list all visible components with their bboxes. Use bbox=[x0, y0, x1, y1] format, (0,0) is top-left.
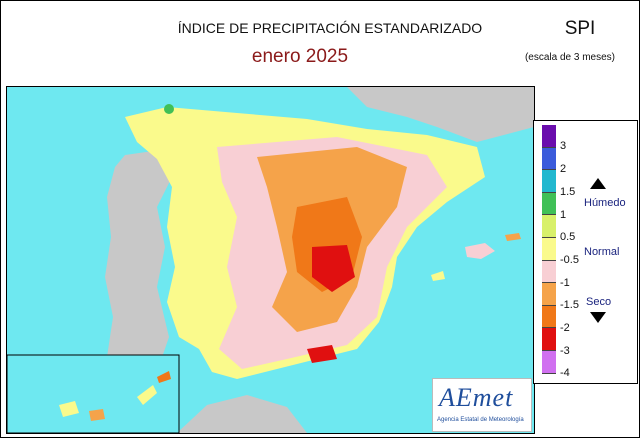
red-zone-south bbox=[307, 345, 337, 363]
dry-label: Seco bbox=[586, 296, 612, 308]
legend-label: 3 bbox=[560, 140, 567, 152]
red-zone bbox=[312, 245, 355, 292]
legend-swatch bbox=[542, 305, 556, 329]
logo-name: AEmet bbox=[439, 383, 514, 412]
legend-colorbar bbox=[542, 125, 556, 374]
legend-label: 1 bbox=[560, 209, 567, 221]
legend-swatch bbox=[542, 192, 556, 216]
legend-label: 0.5 bbox=[560, 231, 576, 243]
legend: 3 2 1.5 1 0.5 -0.5 -1 -1.5 -2 -3 -4 Húme… bbox=[533, 120, 638, 384]
legend-swatch bbox=[542, 125, 556, 148]
normal-label: Normal bbox=[584, 246, 620, 258]
canary-lanzarote bbox=[157, 371, 171, 383]
aemet-logo: AEmet Agencia Estatal de Meteorología bbox=[432, 378, 532, 432]
portugal-area bbox=[105, 149, 172, 377]
africa-area bbox=[177, 395, 307, 433]
legend-swatch bbox=[542, 350, 556, 374]
canary-tenerife bbox=[59, 401, 79, 417]
legend-swatch bbox=[542, 328, 556, 351]
legend-swatch bbox=[542, 215, 556, 238]
mallorca bbox=[465, 243, 495, 259]
legend-label: -3 bbox=[560, 345, 570, 357]
legend-label: -0.5 bbox=[560, 254, 579, 266]
map-title: ÍNDICE DE PRECIPITACIÓN ESTANDARIZADO bbox=[177, 20, 483, 36]
legend-swatch bbox=[542, 147, 556, 171]
wet-arrow-icon bbox=[590, 178, 606, 189]
legend-swatch bbox=[542, 237, 556, 261]
legend-label: -2 bbox=[560, 322, 570, 334]
wet-label: Húmedo bbox=[584, 197, 626, 209]
wet-spot bbox=[164, 104, 174, 114]
menorca bbox=[505, 233, 521, 241]
period-label: enero 2025 bbox=[251, 46, 349, 67]
legend-swatch bbox=[542, 170, 556, 193]
dry-arrow-icon bbox=[590, 312, 606, 323]
spi-map-svg bbox=[7, 87, 534, 433]
canary-gran-canaria bbox=[89, 409, 105, 421]
spi-map bbox=[6, 86, 535, 434]
legend-label: -1 bbox=[560, 277, 570, 289]
ibiza bbox=[431, 271, 445, 281]
france-area bbox=[347, 87, 534, 142]
legend-swatch bbox=[542, 283, 556, 306]
scale-note: (escala de 3 meses) bbox=[524, 52, 616, 63]
legend-label: 1.5 bbox=[560, 186, 576, 198]
canary-fuerteventura bbox=[137, 385, 157, 405]
legend-label: 2 bbox=[560, 163, 567, 175]
logo-subtitle: Agencia Estatal de Meteorología bbox=[437, 417, 524, 423]
legend-label: -1.5 bbox=[560, 299, 579, 311]
index-name: SPI bbox=[564, 18, 596, 39]
legend-label: -4 bbox=[560, 367, 570, 379]
legend-swatch bbox=[542, 260, 556, 284]
